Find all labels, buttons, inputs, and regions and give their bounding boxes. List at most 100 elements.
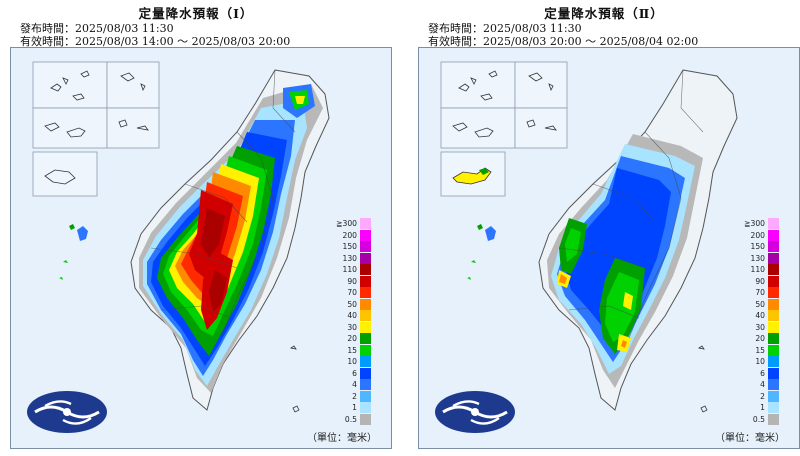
valid-time-line: 有效時間：2025/08/03 14:00 ～ 2025/08/03 20:00 <box>20 33 290 49</box>
legend-swatch <box>360 402 371 413</box>
legend-swatch <box>360 379 371 390</box>
legend-label: 40 <box>347 311 357 320</box>
valid-label: 有效時間 <box>428 35 472 48</box>
valid-label: 有效時間 <box>20 35 64 48</box>
legend-label: ≧300 <box>336 219 357 228</box>
legend-swatch <box>360 229 371 241</box>
legend-item: 10 <box>329 356 375 367</box>
legend-item: 90 <box>737 275 783 287</box>
legend-item: 50 <box>329 298 375 310</box>
legend-item: 130 <box>737 252 783 264</box>
legend-swatch <box>768 344 779 356</box>
rainfall-map-svg <box>32 61 330 413</box>
inset-wuqiu <box>106 107 160 149</box>
colon: ： <box>472 35 483 48</box>
colon: ： <box>64 22 75 35</box>
legend-swatch <box>360 218 371 229</box>
valid-range: 2025/08/03 20:00 ～ 2025/08/04 02:00 <box>483 35 699 48</box>
legend-swatch <box>360 390 371 402</box>
legend-swatch <box>360 275 371 287</box>
panel-title: 定量降水預報（Ⅰ） <box>138 6 254 21</box>
legend-label: 110 <box>342 265 358 274</box>
legend-swatch <box>360 321 371 333</box>
legend-swatch <box>360 356 371 367</box>
legend-item: 1 <box>737 402 783 413</box>
penghu-islands <box>59 224 88 280</box>
legend-label: 70 <box>347 288 357 297</box>
inset-kinmen-north <box>514 61 568 109</box>
legend-label: ≧300 <box>744 219 765 228</box>
legend-item: 200 <box>737 229 783 241</box>
issue-label: 發布時間 <box>20 22 64 35</box>
issue-time-line: 發布時間：2025/08/03 11:30 <box>20 20 174 36</box>
legend-swatch <box>768 310 779 321</box>
legend-swatch <box>768 275 779 287</box>
legend-label: 50 <box>347 299 357 309</box>
legend-label: 40 <box>755 311 765 320</box>
rainfall-map: ≧300 200 150 130 110 90 70 50 40 30 20 15 10 6 4 2 1 0.5 … <box>10 47 392 449</box>
colon: ： <box>64 35 75 48</box>
legend-item: 40 <box>329 310 375 321</box>
legend-item: 90 <box>329 275 375 287</box>
legend-label: 110 <box>750 265 766 274</box>
inset-matsu <box>440 61 516 109</box>
legend-swatch <box>768 402 779 413</box>
inset-penghu-east <box>32 151 98 197</box>
legend-label: 50 <box>755 299 765 309</box>
legend-label: 30 <box>755 322 765 332</box>
legend-item: 6 <box>329 367 375 379</box>
valid-range: 2025/08/03 14:00 ～ 2025/08/03 20:00 <box>75 35 291 48</box>
legend-label: 20 <box>347 334 357 343</box>
legend-label: 70 <box>755 288 765 297</box>
legend-swatch <box>768 379 779 390</box>
legend-label: 4 <box>352 380 357 389</box>
legend-item: 150 <box>329 241 375 252</box>
legend-swatch <box>768 252 779 264</box>
rainfall-legend: ≧300 200 150 130 110 90 70 50 40 30 20 15 10 6 4 2 1 0.5 <box>329 218 375 438</box>
legend-label: 1 <box>352 403 357 412</box>
legend-item: 0.5 <box>329 413 375 425</box>
cwa-logo-svg <box>27 391 107 433</box>
legend-label: 10 <box>347 357 357 366</box>
legend-label: 2 <box>760 391 765 401</box>
legend-swatch <box>768 390 779 402</box>
legend-swatch <box>768 241 779 252</box>
legend-swatch <box>360 287 371 298</box>
forecast-panel-2: 定量降水預報（Ⅱ） 發布時間：2025/08/03 11:30 有效時間：202… <box>408 0 800 456</box>
legend-item: 4 <box>329 379 375 390</box>
legend-label: 130 <box>750 253 766 263</box>
legend-item: 70 <box>329 287 375 298</box>
inset-kinmen <box>440 107 516 149</box>
cwa-logo-icon <box>25 390 109 434</box>
rainfall-legend: ≧300 200 150 130 110 90 70 50 40 30 20 15 10 6 4 2 1 0.5 <box>737 218 783 438</box>
legend-item: 0.5 <box>737 413 783 425</box>
legend-label: 10 <box>755 357 765 366</box>
legend-item: 20 <box>737 333 783 344</box>
legend-label: 15 <box>347 345 357 355</box>
legend-swatch <box>768 229 779 241</box>
legend-label: 200 <box>342 230 358 240</box>
legend-item: 110 <box>737 264 783 275</box>
legend-label: 130 <box>342 253 358 263</box>
legend-label: 0.5 <box>344 414 357 424</box>
rainfall-map-svg <box>440 61 738 413</box>
legend-item: 130 <box>329 252 375 264</box>
legend-swatch <box>360 241 371 252</box>
legend-item: ≧300 <box>737 218 783 229</box>
legend-swatch <box>360 367 371 379</box>
legend-swatch <box>768 264 779 275</box>
valid-time-line: 有效時間：2025/08/03 20:00 ～ 2025/08/04 02:00 <box>428 33 698 49</box>
rainfall-map: ≧300 200 150 130 110 90 70 50 40 30 20 15 10 6 4 2 1 0.5 … <box>418 47 800 449</box>
legend-label: 30 <box>347 322 357 332</box>
legend-swatch <box>360 413 371 425</box>
unit-label: （單位：毫米） <box>715 433 785 444</box>
legend-swatch <box>768 356 779 367</box>
legend-item: 110 <box>329 264 375 275</box>
cwa-logo-svg <box>435 391 515 433</box>
legend-swatch <box>768 367 779 379</box>
inset-kinmen-north <box>106 61 160 109</box>
legend-item: ≧300 <box>329 218 375 229</box>
legend-swatch <box>768 287 779 298</box>
legend-label: 15 <box>755 345 765 355</box>
legend-item: 150 <box>737 241 783 252</box>
